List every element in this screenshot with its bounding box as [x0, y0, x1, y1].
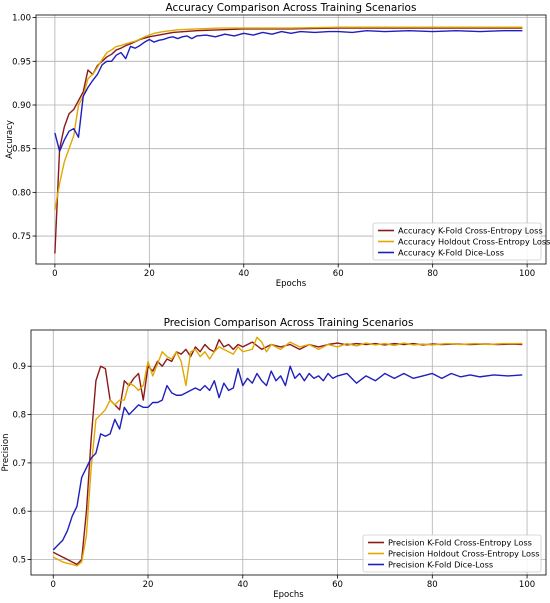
- axes-frame: [30, 329, 547, 576]
- chart-panel-2: Precision Comparison Across Training Sce…: [1, 317, 547, 600]
- y-tick-label: 0.95: [12, 57, 31, 67]
- plot-area: [54, 26, 523, 254]
- y-tick-label: 0.85: [12, 145, 31, 155]
- axes-frame: [35, 14, 547, 265]
- legend-label-1: Precision K-Fold Cross-Entropy Loss: [388, 538, 532, 548]
- y-tick-label: 0.90: [12, 101, 31, 111]
- x-tick-label: 60: [332, 580, 343, 590]
- legend-box: [362, 534, 542, 573]
- x-axis-label: Epochs: [276, 279, 307, 289]
- y-tick-label: 0.9: [12, 362, 26, 372]
- legend-label-2: Precision Holdout Cross-Entropy Loss: [388, 549, 540, 559]
- y-tick-label: 0.5: [12, 556, 26, 566]
- x-tick-label: 40: [237, 580, 248, 590]
- y-axis-label: Precision: [1, 434, 11, 472]
- x-tick-label: 80: [427, 580, 438, 590]
- series-line-1: [54, 27, 523, 254]
- x-tick-label: 0: [51, 580, 56, 590]
- chart-panel-1: Accuracy Comparison Across Training Scen…: [5, 2, 550, 289]
- legend-label-2: Accuracy Holdout Cross-Entropy Loss: [398, 237, 550, 247]
- series-line-2: [52, 336, 523, 567]
- x-axis-label: Epochs: [273, 590, 304, 600]
- legend: Precision K-Fold Cross-Entropy LossPreci…: [362, 534, 542, 573]
- chart-title: Precision Comparison Across Training Sce…: [164, 317, 414, 329]
- x-tick-label: 40: [238, 269, 249, 279]
- x-tick-label: 100: [519, 580, 535, 590]
- legend-label-1: Accuracy K-Fold Cross-Entropy Loss: [398, 226, 543, 236]
- y-tick-label: 0.75: [12, 232, 31, 242]
- legend: Accuracy K-Fold Cross-Entropy LossAccura…: [372, 222, 550, 261]
- plot-area: [52, 336, 523, 567]
- y-tick-label: 1.00: [12, 14, 31, 24]
- x-tick-label: 100: [519, 269, 535, 279]
- y-tick-label: 0.7: [12, 459, 26, 469]
- x-tick-label: 80: [427, 269, 438, 279]
- series-line-1: [52, 338, 523, 566]
- y-tick-label: 0.80: [12, 188, 31, 198]
- y-tick-label: 0.8: [12, 411, 26, 421]
- y-axis-label: Accuracy: [5, 120, 15, 159]
- legend-label-3: Precision K-Fold Dice-Loss: [388, 560, 493, 570]
- legend-box: [372, 222, 542, 261]
- chart-title: Accuracy Comparison Across Training Scen…: [166, 2, 417, 14]
- x-tick-label: 20: [144, 269, 155, 279]
- x-tick-label: 60: [333, 269, 344, 279]
- series-line-3: [54, 30, 523, 152]
- legend-label-3: Accuracy K-Fold Dice-Loss: [398, 248, 504, 258]
- y-tick-label: 0.6: [12, 507, 26, 517]
- series-line-2: [54, 26, 523, 210]
- x-tick-label: 0: [52, 269, 57, 279]
- x-tick-label: 20: [143, 580, 154, 590]
- series-line-3: [52, 365, 523, 551]
